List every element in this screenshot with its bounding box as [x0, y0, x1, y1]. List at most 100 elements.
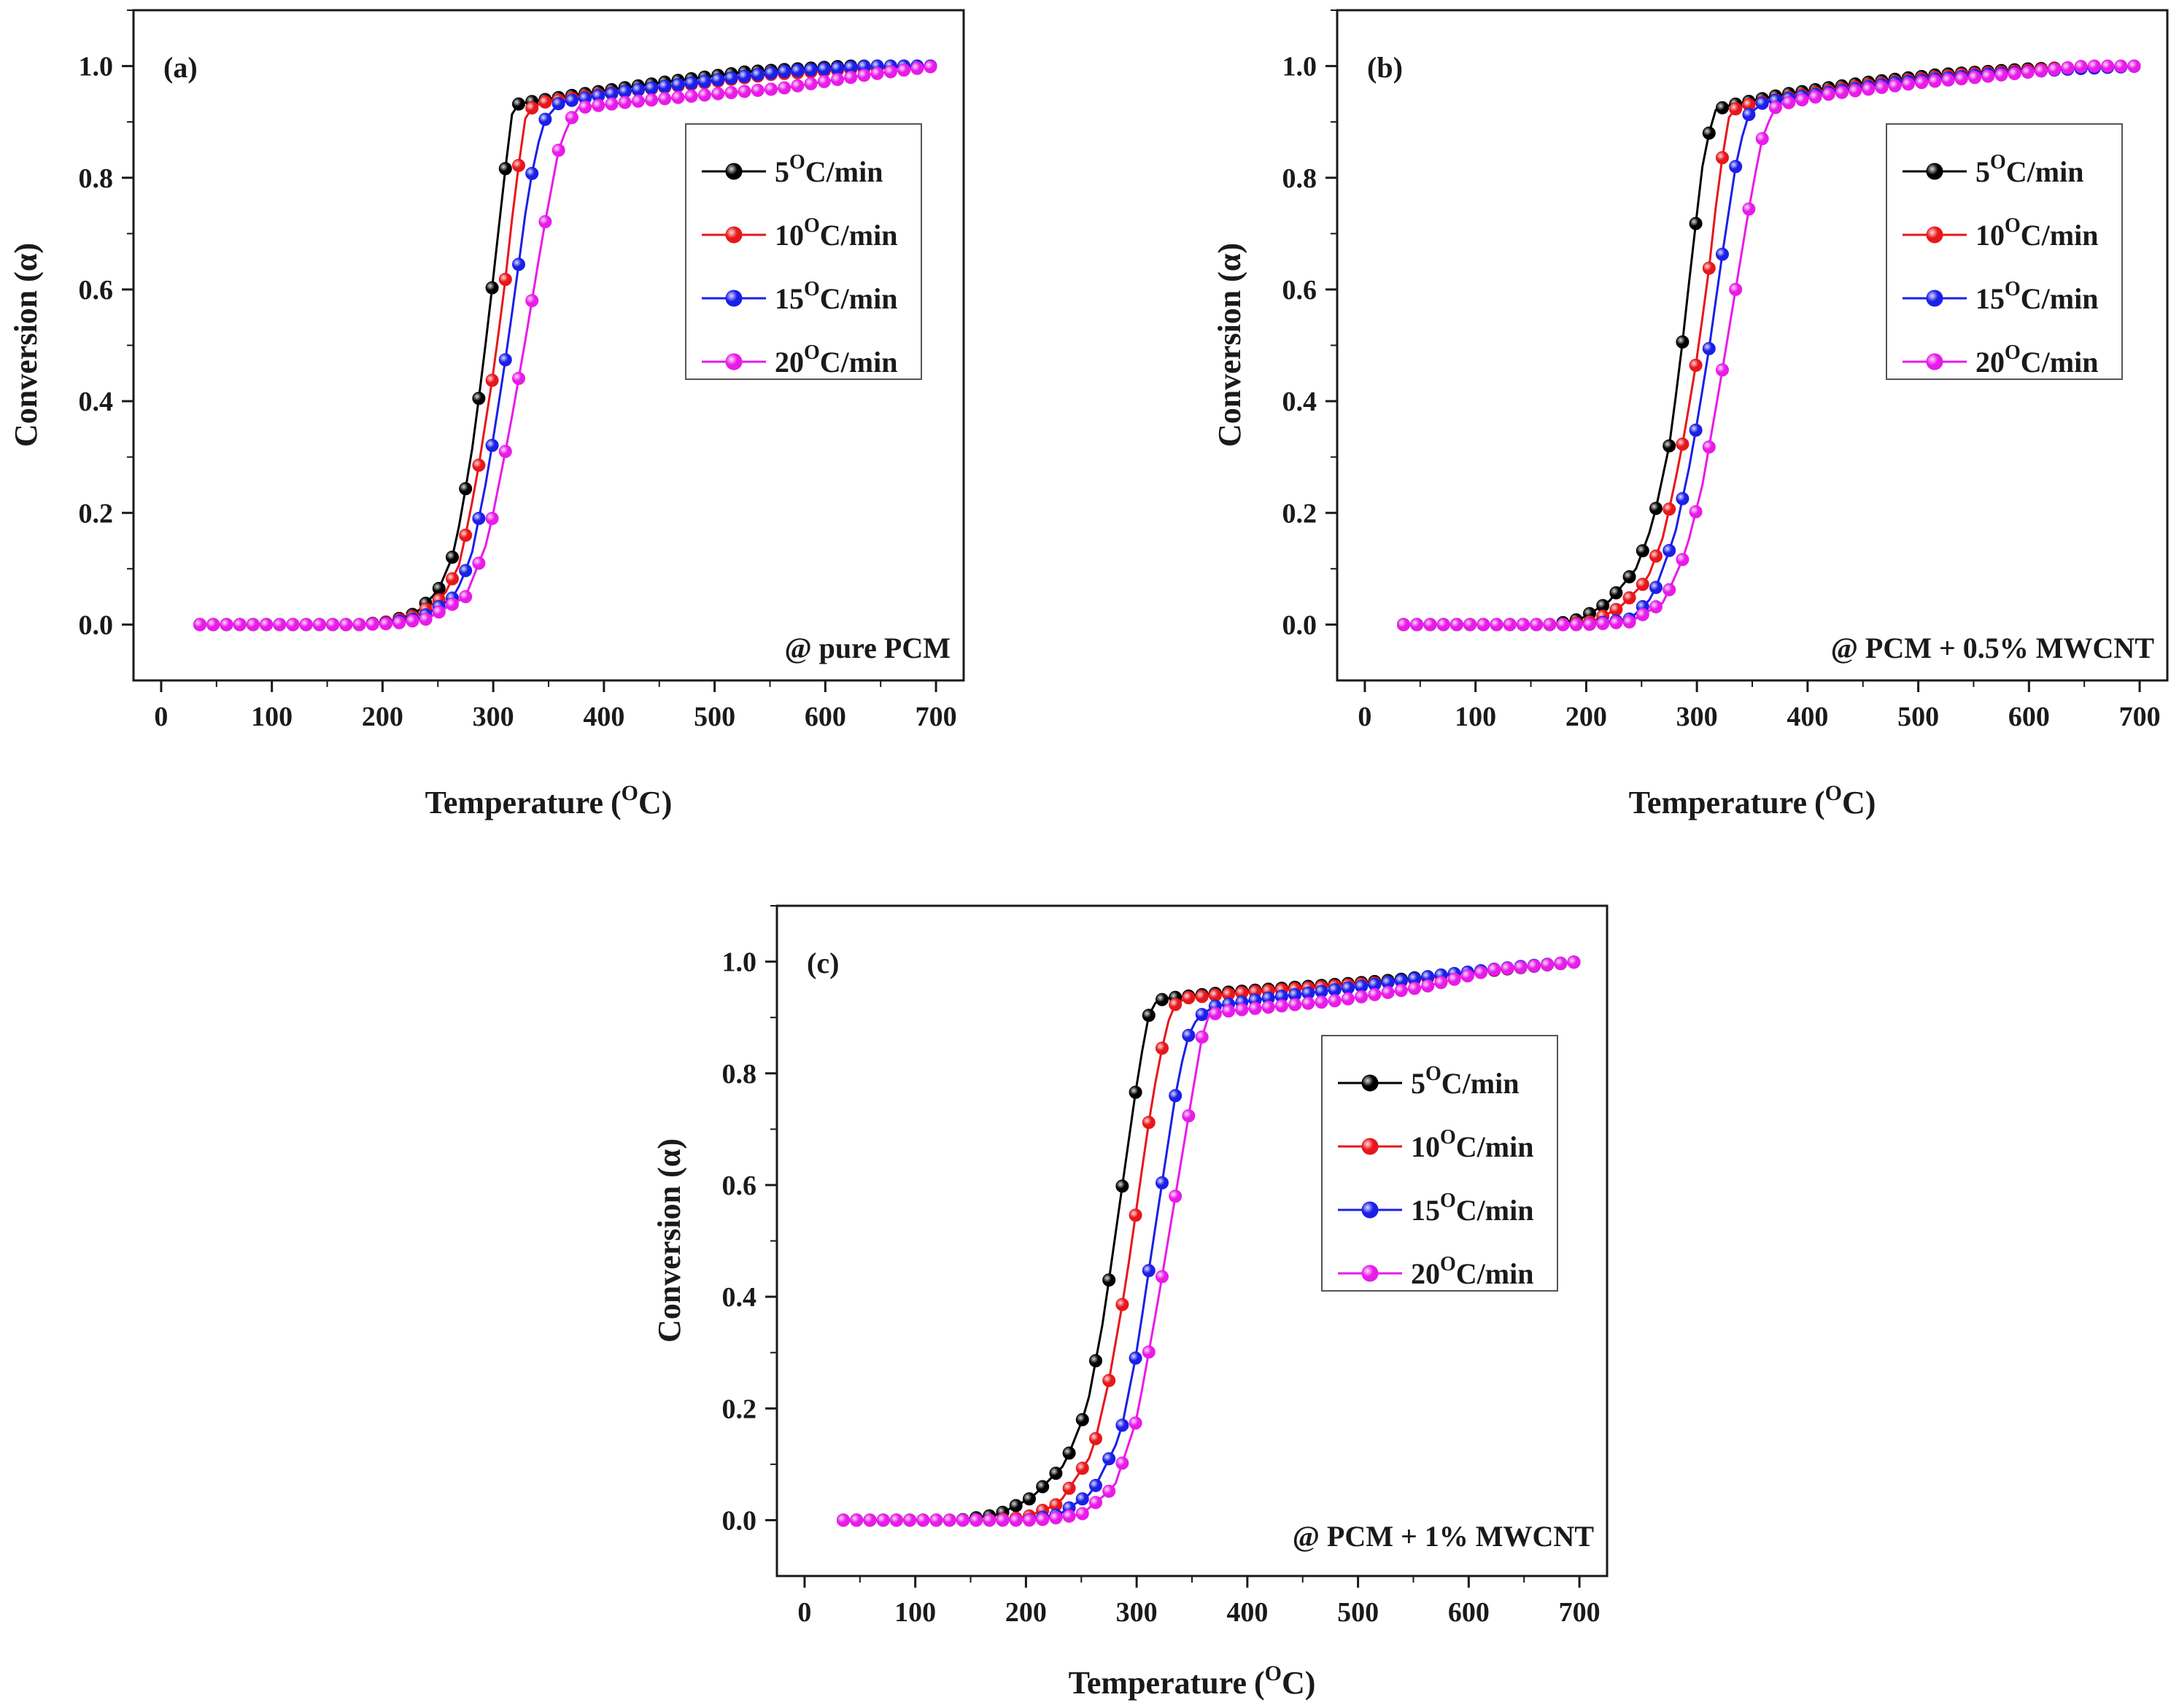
- data-point: [1368, 987, 1382, 1001]
- legend-label: 10OC/min: [1411, 1126, 1533, 1163]
- x-tick-label: 300: [1116, 1597, 1158, 1628]
- series-20C-min: [1397, 59, 2141, 632]
- data-point: [1381, 985, 1395, 999]
- data-point: [711, 87, 725, 101]
- data-point: [1009, 1513, 1023, 1527]
- data-point: [983, 1513, 996, 1527]
- data-point: [551, 97, 565, 111]
- x-axis-title: Temperature (OC): [1629, 781, 1876, 820]
- data-point: [817, 74, 831, 88]
- legend-marker: [725, 290, 743, 307]
- data-point: [1527, 959, 1541, 973]
- data-point: [1474, 966, 1487, 979]
- data-point: [1583, 618, 1596, 632]
- data-point: [1421, 979, 1435, 993]
- data-point: [459, 564, 473, 578]
- data-point: [1541, 958, 1555, 971]
- data-point: [1102, 1484, 1116, 1498]
- data-point: [1503, 618, 1517, 632]
- data-point: [870, 66, 884, 80]
- data-point: [1862, 82, 1876, 96]
- data-point: [1968, 71, 1981, 85]
- legend-label: 20OC/min: [775, 341, 897, 379]
- y-axis-title: Conversion (α): [651, 1138, 687, 1343]
- data-point: [2008, 66, 2021, 80]
- data-point: [565, 93, 578, 107]
- data-point: [1195, 990, 1209, 1004]
- data-point: [472, 392, 486, 405]
- data-point: [1115, 1297, 1129, 1311]
- data-point: [618, 96, 632, 109]
- panel-c: 0 100 200 300 400 500 600 700 0.0 0.2 0.4 0.6 0.8 1.0…: [651, 904, 1609, 1701]
- x-axis-title-text: Temperature: [1069, 1665, 1247, 1701]
- legend: 5OC/min 10OC/min 15OC/min 20OC/min: [1321, 1035, 1558, 1292]
- data-point: [831, 61, 844, 75]
- data-point: [791, 63, 805, 77]
- data-point: [738, 85, 751, 98]
- data-point: [246, 618, 260, 632]
- legend-frame: [1886, 123, 2123, 380]
- data-point: [339, 618, 353, 632]
- data-point: [876, 1513, 890, 1527]
- data-point: [1156, 1176, 1169, 1189]
- data-point: [1530, 618, 1544, 632]
- data-point: [1676, 335, 1690, 349]
- data-point: [605, 97, 619, 111]
- plot-area-b: 0 100 200 300 400 500 600 700 0.0 0.2 0.4 0.6 0.8 1.0: [1282, 9, 2169, 732]
- data-point: [857, 69, 871, 82]
- data-point: [684, 76, 698, 90]
- data-point: [1248, 1001, 1262, 1015]
- data-point: [1609, 586, 1623, 599]
- data-point: [446, 551, 459, 564]
- data-point: [1716, 151, 1729, 165]
- data-point: [498, 162, 512, 176]
- data-point: [631, 94, 645, 108]
- data-point: [1729, 282, 1743, 296]
- x-tick-label: 400: [1787, 702, 1828, 732]
- data-point: [1129, 1351, 1142, 1365]
- data-point: [1328, 983, 1342, 997]
- data-point: [1702, 261, 1716, 275]
- data-point: [220, 618, 233, 632]
- data-point: [863, 1513, 877, 1527]
- data-point: [889, 1513, 903, 1527]
- series-layer: [193, 59, 937, 632]
- legend-marker: [725, 163, 743, 180]
- data-point: [286, 618, 300, 632]
- data-point: [618, 85, 632, 98]
- data-point: [1195, 1030, 1209, 1044]
- data-point: [671, 90, 685, 104]
- data-point: [1102, 1273, 1116, 1287]
- data-point: [1169, 1089, 1183, 1103]
- data-point: [969, 1513, 983, 1527]
- data-point: [485, 373, 499, 387]
- data-point: [778, 81, 792, 95]
- x-axis-unit-base: C: [1842, 785, 1865, 820]
- data-point: [1182, 1109, 1196, 1122]
- series-layer: [837, 955, 1581, 1527]
- data-point: [1129, 1085, 1142, 1099]
- data-point: [916, 1513, 930, 1527]
- legend-entry: 5OC/min: [1338, 1063, 1519, 1100]
- panel-label: (a): [163, 51, 198, 84]
- legend-marker: [725, 353, 743, 370]
- data-point: [924, 60, 937, 74]
- data-point: [724, 71, 738, 85]
- panel-label: (b): [1367, 51, 1403, 84]
- data-point: [1142, 1009, 1156, 1022]
- data-point: [697, 88, 711, 102]
- x-tick-label: 100: [251, 702, 293, 732]
- data-point: [751, 83, 765, 97]
- data-point: [1089, 1354, 1102, 1367]
- data-point: [1156, 993, 1169, 1006]
- x-tick-label: 500: [1337, 1597, 1379, 1628]
- data-point: [1609, 616, 1623, 629]
- data-point: [1954, 72, 1968, 85]
- data-point: [1702, 440, 1716, 454]
- data-point: [1649, 549, 1663, 563]
- data-point: [1689, 217, 1703, 230]
- legend-entry: 10OC/min: [1903, 214, 2098, 252]
- y-tick-label: 0.2: [79, 498, 114, 529]
- x-tick-label: 700: [1559, 1597, 1601, 1628]
